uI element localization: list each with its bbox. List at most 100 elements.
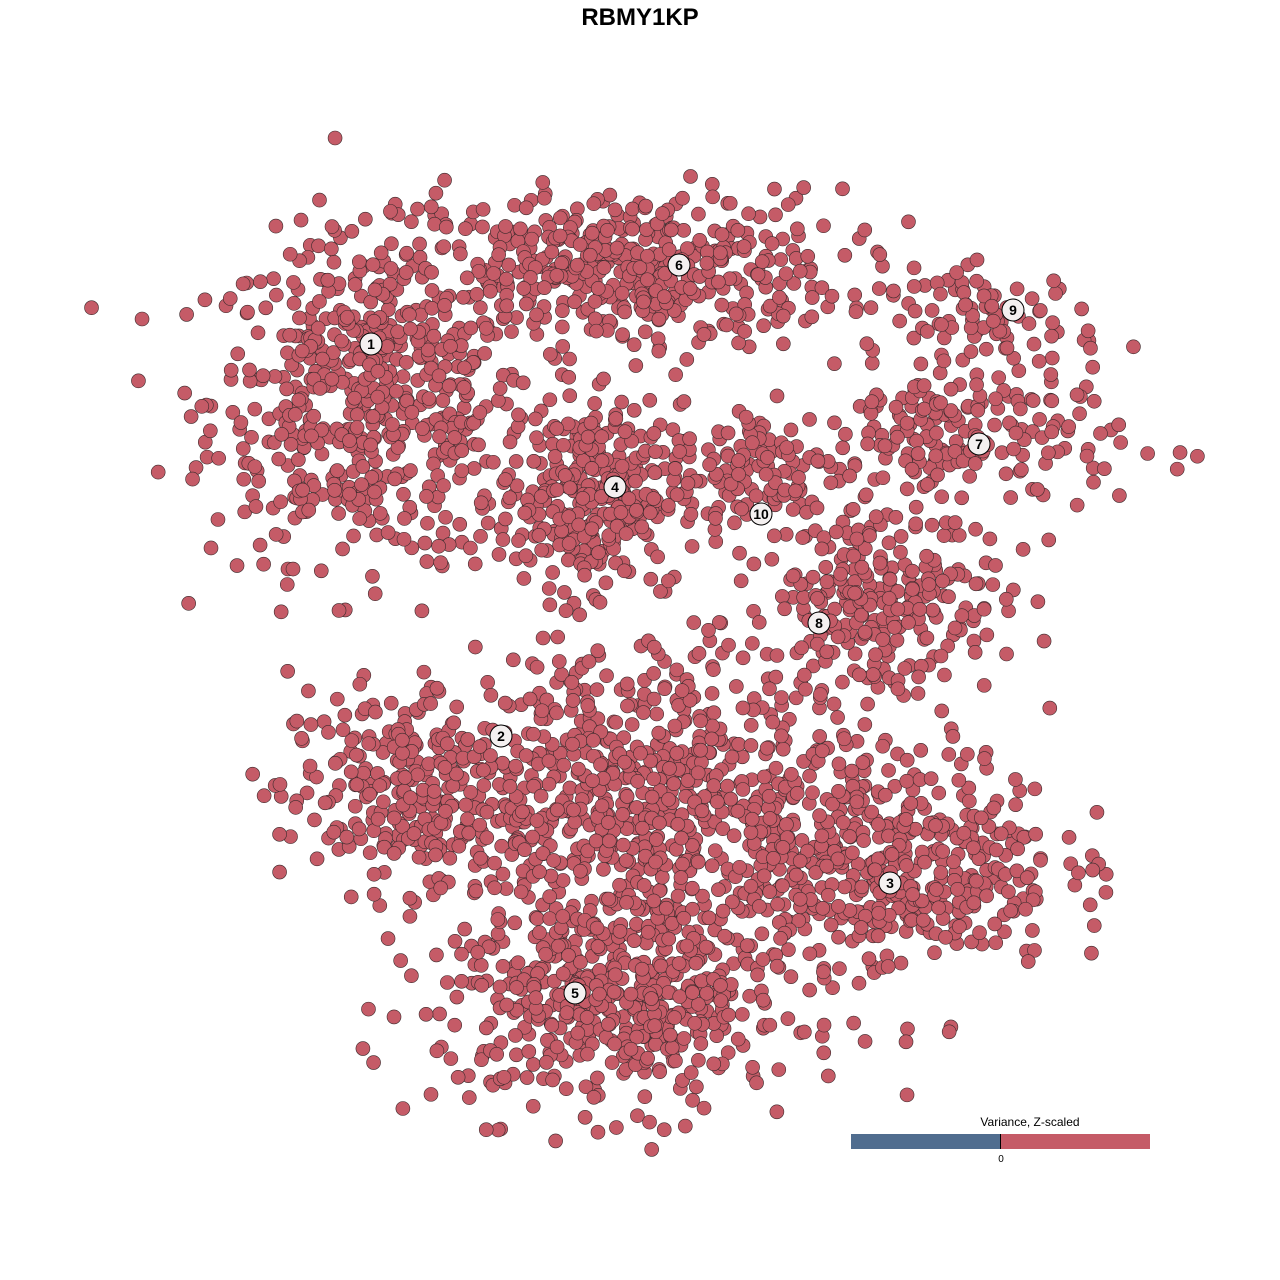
- cell-point: [699, 255, 715, 271]
- cell-point: [938, 930, 953, 945]
- cell-point: [857, 717, 873, 732]
- cell-point: [852, 667, 867, 683]
- cell-point: [315, 351, 330, 367]
- cell-point: [293, 212, 309, 228]
- cell-point: [287, 407, 303, 422]
- cell-point: [704, 858, 720, 873]
- cell-point: [931, 785, 947, 801]
- cell-point: [1098, 885, 1114, 900]
- cell-point: [245, 766, 260, 782]
- cell-point: [676, 223, 691, 238]
- cell-point: [233, 415, 249, 430]
- cell-point: [812, 808, 827, 823]
- cell-point: [802, 982, 817, 998]
- cell-point: [609, 1120, 624, 1135]
- cell-point: [674, 683, 690, 698]
- cell-point: [390, 324, 405, 340]
- cell-point: [893, 529, 909, 544]
- cell-point: [848, 304, 864, 320]
- cell-point: [301, 502, 317, 518]
- cluster-label-1: 1: [359, 332, 383, 356]
- cell-point: [890, 429, 905, 445]
- cell-point: [272, 827, 287, 842]
- cell-point: [596, 371, 611, 387]
- cell-point: [331, 506, 346, 521]
- cell-point: [804, 290, 820, 305]
- cell-point: [886, 283, 901, 299]
- cell-point: [366, 866, 382, 882]
- cell-point: [856, 833, 871, 848]
- cell-point: [351, 821, 367, 837]
- cell-point: [317, 795, 333, 811]
- cluster-label-3: 3: [878, 871, 902, 895]
- cell-point: [987, 916, 1003, 932]
- cell-point: [460, 732, 476, 747]
- cell-point: [240, 304, 255, 320]
- cell-point: [620, 698, 635, 714]
- cell-point: [617, 304, 633, 320]
- cell-point: [1006, 441, 1021, 457]
- cell-point: [646, 639, 662, 655]
- cell-point: [521, 1044, 537, 1059]
- cell-point: [457, 360, 472, 376]
- cell-point: [692, 232, 708, 248]
- cell-point: [814, 828, 830, 844]
- cell-point: [1008, 797, 1023, 812]
- cell-point: [1082, 897, 1098, 913]
- cell-point: [367, 282, 383, 298]
- legend-low-segment: [851, 1134, 1001, 1149]
- cell-point: [404, 214, 419, 229]
- cell-point: [737, 324, 752, 339]
- cell-point: [390, 440, 406, 455]
- cell-point: [862, 528, 877, 544]
- cell-point: [253, 274, 268, 289]
- cell-point: [523, 270, 538, 285]
- cell-point: [637, 1089, 653, 1105]
- cell-point: [655, 206, 670, 221]
- cell-point: [1001, 884, 1016, 899]
- cell-point: [778, 266, 794, 281]
- cell-point: [453, 246, 468, 262]
- cell-point: [349, 777, 365, 792]
- cell-point: [773, 931, 788, 946]
- cell-point: [899, 858, 914, 873]
- cell-point: [542, 392, 558, 408]
- cell-point: [222, 291, 238, 306]
- cell-point: [489, 1046, 505, 1062]
- cell-point: [403, 463, 418, 478]
- cell-point: [273, 604, 289, 620]
- cell-point: [466, 461, 482, 476]
- cell-point: [636, 878, 652, 893]
- cell-point: [925, 602, 940, 618]
- cell-point: [899, 481, 915, 497]
- cell-point: [473, 529, 488, 544]
- cell-point: [598, 575, 614, 591]
- cell-point: [993, 826, 1009, 842]
- cell-point: [454, 443, 470, 458]
- cell-point: [589, 682, 605, 697]
- cell-point: [661, 931, 677, 947]
- cell-point: [730, 803, 746, 819]
- cluster-label-5: 5: [563, 981, 587, 1005]
- cell-point: [607, 202, 623, 218]
- cell-point: [784, 766, 799, 782]
- cell-point: [433, 555, 448, 570]
- cell-point: [594, 798, 610, 814]
- cell-point: [813, 687, 828, 702]
- cell-point: [1126, 339, 1141, 355]
- cell-point: [816, 1017, 832, 1033]
- cell-point: [486, 454, 501, 470]
- cell-point: [468, 883, 484, 899]
- cell-point: [398, 265, 414, 280]
- cell-point: [550, 802, 565, 818]
- cell-point: [428, 185, 444, 201]
- cell-point: [682, 431, 697, 446]
- cell-point: [303, 717, 319, 732]
- cell-point: [800, 248, 816, 264]
- cell-point: [508, 758, 524, 774]
- cell-point: [1027, 781, 1043, 797]
- cell-point: [349, 407, 365, 422]
- cell-point: [1010, 841, 1025, 857]
- cell-point: [437, 172, 452, 188]
- cell-point: [542, 346, 558, 362]
